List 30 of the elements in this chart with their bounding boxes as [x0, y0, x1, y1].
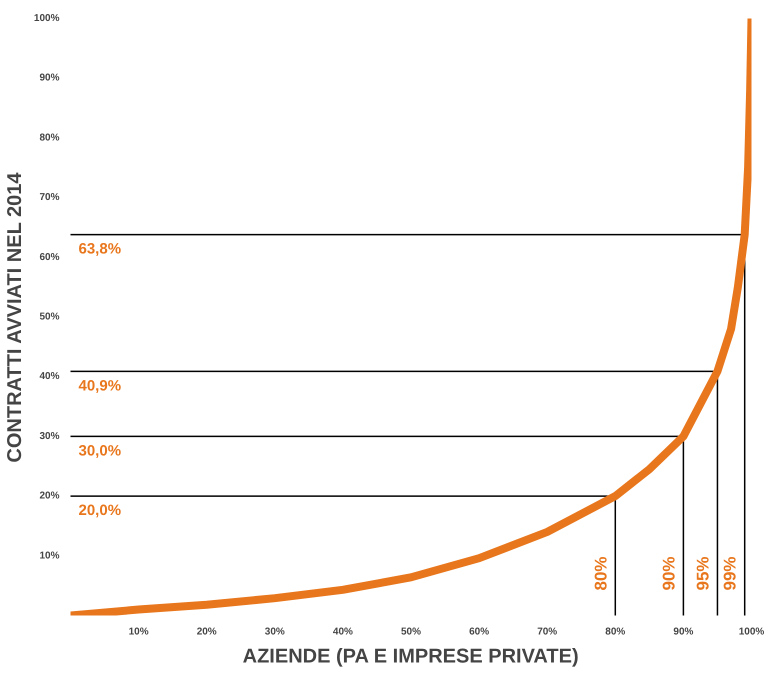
x-tick-label: 70% [537, 626, 558, 638]
y-tick-label: 20% [39, 490, 60, 502]
x-tick-label: 40% [332, 626, 354, 638]
annotation: 40,9% [78, 377, 122, 394]
y-tick-label: 40% [39, 371, 60, 382]
x-tick-label: 60% [469, 626, 490, 638]
x-tick-label: 100% [738, 626, 764, 638]
annotation: 99% [720, 556, 740, 590]
x-axis-title: AZIENDE (PA E IMPRESE PRIVATE) [242, 646, 579, 668]
x-tick-label: 10% [128, 626, 149, 638]
y-tick-label: 60% [39, 252, 60, 263]
annotation: 95% [693, 556, 712, 590]
annotation: 80% [591, 556, 610, 590]
x-tick-label: 20% [196, 626, 217, 638]
y-tick-label: 50% [39, 312, 60, 322]
x-tick-label: 50% [400, 626, 422, 638]
annotation: 30,0% [78, 442, 122, 460]
y-tick-label: 30% [39, 430, 60, 442]
annotation: 63,8% [78, 240, 122, 258]
y-tick-label: 80% [39, 132, 60, 144]
x-tick-label: 80% [605, 626, 626, 638]
annotation: 20,0% [78, 502, 122, 520]
x-tick-label: 30% [264, 626, 285, 638]
x-tick-label: 90% [673, 626, 694, 638]
y-tick-label: 10% [39, 550, 60, 562]
y-tick-label: 90% [39, 72, 60, 84]
annotation: 90% [659, 556, 678, 590]
y-tick-label: 100% [34, 13, 60, 24]
y-axis-title: CONTRATTI AVVIATI NEL 2014 [4, 172, 26, 463]
y-tick-label: 70% [39, 192, 60, 204]
